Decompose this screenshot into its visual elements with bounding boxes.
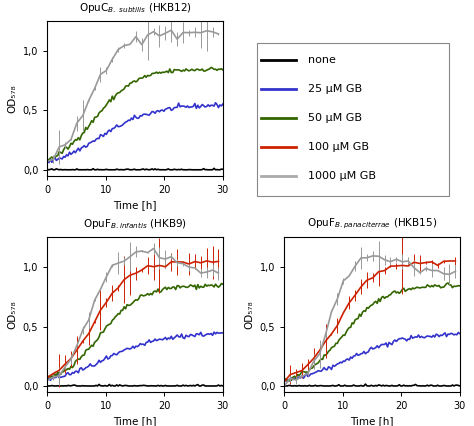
Text: 1000 μM GB: 1000 μM GB xyxy=(308,170,376,181)
Text: none: none xyxy=(308,55,336,65)
Y-axis label: OD₅₇₈: OD₅₇₈ xyxy=(7,84,18,113)
Text: 50 μM GB: 50 μM GB xyxy=(308,112,362,123)
Text: OpuC$_{\it{B.\ subtilis}}$ (HKB12): OpuC$_{\it{B.\ subtilis}}$ (HKB12) xyxy=(79,1,191,15)
Text: 100 μM GB: 100 μM GB xyxy=(308,141,369,152)
Y-axis label: OD₅₇₈: OD₅₇₈ xyxy=(244,300,254,329)
X-axis label: Time [h]: Time [h] xyxy=(350,417,394,426)
Text: 25 μM GB: 25 μM GB xyxy=(308,83,363,94)
Text: OpuF$_{\it{B.infantis}}$ (HKB9): OpuF$_{\it{B.infantis}}$ (HKB9) xyxy=(83,217,187,231)
Y-axis label: OD₅₇₈: OD₅₇₈ xyxy=(7,300,18,329)
X-axis label: Time [h]: Time [h] xyxy=(113,417,157,426)
Text: OpuF$_{\it{B.panaciterrae}}$ (HKB15): OpuF$_{\it{B.panaciterrae}}$ (HKB15) xyxy=(307,217,437,231)
X-axis label: Time [h]: Time [h] xyxy=(113,200,157,210)
